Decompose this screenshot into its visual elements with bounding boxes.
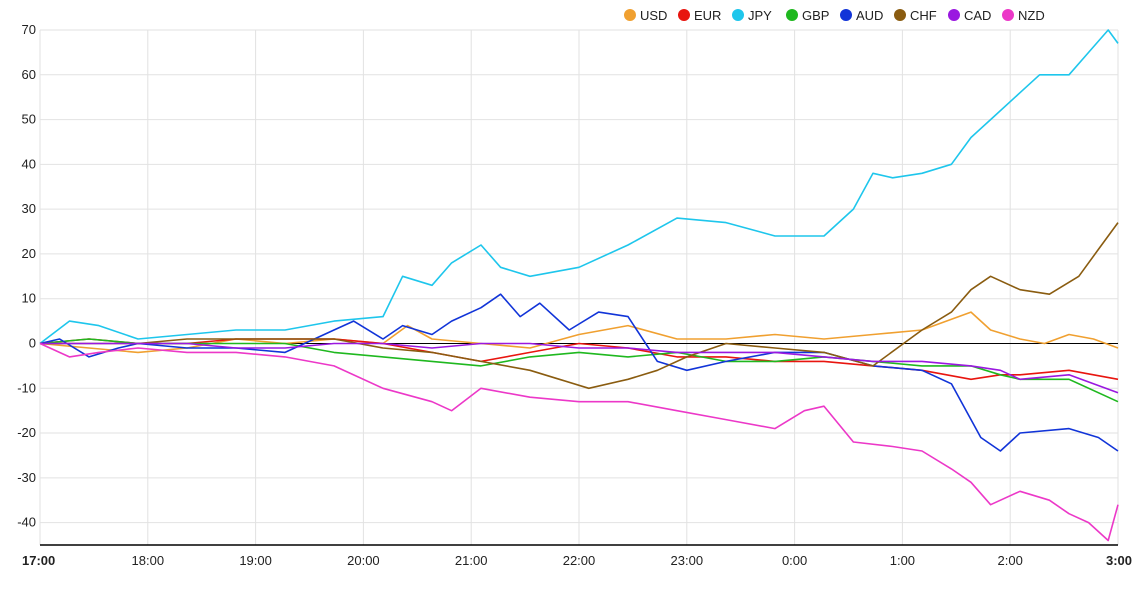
series-line-cad bbox=[40, 342, 1119, 394]
x-tick-label: 2:00 bbox=[998, 553, 1023, 568]
y-tick-label: 0 bbox=[29, 335, 36, 350]
y-tick-label: -40 bbox=[17, 515, 36, 530]
grid bbox=[39, 29, 1119, 545]
x-tick-label: 23:00 bbox=[671, 553, 704, 568]
series-line-usd bbox=[39, 311, 1119, 354]
y-tick-label: 50 bbox=[22, 112, 36, 127]
legend-swatch-cad bbox=[948, 9, 960, 21]
legend-label-jpy: JPY bbox=[748, 8, 772, 23]
x-tick-label: 19:00 bbox=[239, 553, 272, 568]
x-tick-label: 22:00 bbox=[563, 553, 596, 568]
x-tick-label: 17:00 bbox=[22, 553, 55, 568]
legend-swatch-jpy bbox=[732, 9, 744, 21]
legend-swatch-nzd bbox=[1002, 9, 1014, 21]
legend-label-chf: CHF bbox=[910, 8, 937, 23]
y-tick-label: 70 bbox=[22, 22, 36, 37]
legend-label-eur: EUR bbox=[694, 8, 721, 23]
x-tick-label: 1:00 bbox=[890, 553, 915, 568]
series-line-jpy bbox=[39, 29, 1119, 345]
series-lines bbox=[39, 29, 1119, 542]
legend-swatch-usd bbox=[624, 9, 636, 21]
legend-swatch-eur bbox=[678, 9, 690, 21]
y-tick-label: -10 bbox=[17, 380, 36, 395]
x-axis-ticks: 17:00 18:00 19:00 20:00 21:00 22:00 23:00 0:00 1… bbox=[22, 553, 1132, 568]
series-line-chf bbox=[40, 222, 1119, 390]
y-tick-label: 60 bbox=[22, 67, 36, 82]
legend-label-cad: CAD bbox=[964, 8, 991, 23]
legend-label-aud: AUD bbox=[856, 8, 883, 23]
y-tick-label: -20 bbox=[17, 425, 36, 440]
y-tick-label: 30 bbox=[22, 201, 36, 216]
x-tick-label: 0:00 bbox=[782, 553, 807, 568]
legend-swatch-gbp bbox=[786, 9, 798, 21]
x-tick-label: 3:00 bbox=[1106, 553, 1132, 568]
legend-label-usd: USD bbox=[640, 8, 667, 23]
x-tick-label: 21:00 bbox=[455, 553, 488, 568]
y-tick-label: -30 bbox=[17, 470, 36, 485]
legend-label-gbp: GBP bbox=[802, 8, 829, 23]
y-tick-label: 20 bbox=[22, 246, 36, 261]
y-tick-label: 10 bbox=[22, 291, 36, 306]
x-tick-label: 18:00 bbox=[132, 553, 165, 568]
legend-label-nzd: NZD bbox=[1018, 8, 1045, 23]
legend: USD EUR JPY GBP AUD CHF CAD NZD bbox=[624, 8, 1045, 23]
series-line-nzd bbox=[39, 342, 1119, 542]
legend-swatch-aud bbox=[840, 9, 852, 21]
legend-swatch-chf bbox=[894, 9, 906, 21]
x-tick-label: 20:00 bbox=[347, 553, 380, 568]
y-tick-label: 40 bbox=[22, 156, 36, 171]
y-axis-ticks: 70 60 50 40 30 20 10 0 -10 -20 -30 -40 bbox=[17, 22, 36, 530]
